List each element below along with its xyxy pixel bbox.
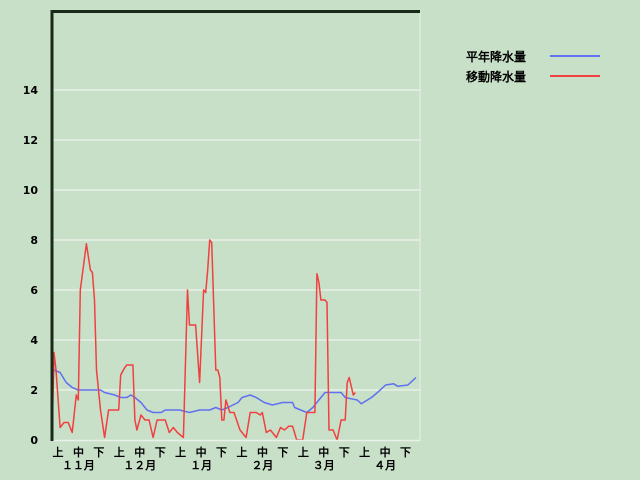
y-tick-label: 14 [23, 84, 39, 97]
legend-swatch-normal [550, 55, 600, 57]
y-axis-labels: 0 2 4 6 8 10 12 14 [23, 84, 39, 447]
legend-swatch-moving [550, 75, 600, 77]
x-month-label: ２月 [251, 459, 273, 472]
x-period-label: 下 [93, 446, 104, 459]
y-tick-label: 2 [30, 384, 38, 397]
x-month-label: １２月 [123, 459, 156, 472]
x-period-label: 下 [277, 446, 288, 459]
x-period-label: 下 [155, 446, 166, 459]
x-month-label: １１月 [62, 459, 95, 472]
x-period-label: 下 [216, 446, 227, 459]
y-tick-label: 6 [30, 284, 38, 297]
y-tick-label: 8 [30, 234, 38, 247]
x-period-label: 上 [175, 445, 186, 459]
y-tick-label: 10 [23, 184, 39, 197]
x-month-label: ３月 [313, 459, 335, 472]
x-month-label: １月 [190, 459, 212, 472]
legend: 平年降水量 移動降水量 [466, 46, 600, 86]
y-tick-label: 0 [30, 434, 38, 447]
x-period-label: 中 [196, 445, 207, 459]
legend-label-normal: 平年降水量 [466, 49, 527, 64]
series-line-normal-precipitation [53, 369, 417, 414]
y-tick-label: 12 [23, 134, 38, 147]
legend-item-moving: 移動降水量 [466, 66, 600, 86]
x-period-label: 下 [339, 446, 350, 459]
x-period-label: 上 [298, 445, 309, 459]
x-period-label: 下 [400, 446, 411, 459]
x-period-label: 中 [73, 445, 84, 459]
y-tick-label: 4 [30, 334, 38, 347]
x-period-label: 上 [237, 445, 248, 459]
x-axis-labels: 上中下１１月上中下１２月上中下１月上中下２月上中下３月上中下４月 [53, 445, 412, 472]
legend-item-normal: 平年降水量 [466, 46, 600, 66]
x-period-label: 上 [359, 445, 370, 459]
x-period-label: 中 [257, 445, 268, 459]
x-period-label: 中 [318, 445, 329, 459]
x-period-label: 中 [134, 445, 145, 459]
x-period-label: 上 [114, 445, 125, 459]
x-period-label: 上 [53, 445, 64, 459]
x-period-label: 中 [380, 445, 391, 459]
series-lines [51, 239, 417, 441]
series-line-moving-precipitation [51, 239, 356, 441]
legend-label-moving: 移動降水量 [466, 69, 527, 84]
gridlines [52, 89, 420, 391]
x-month-label: ４月 [374, 459, 396, 472]
